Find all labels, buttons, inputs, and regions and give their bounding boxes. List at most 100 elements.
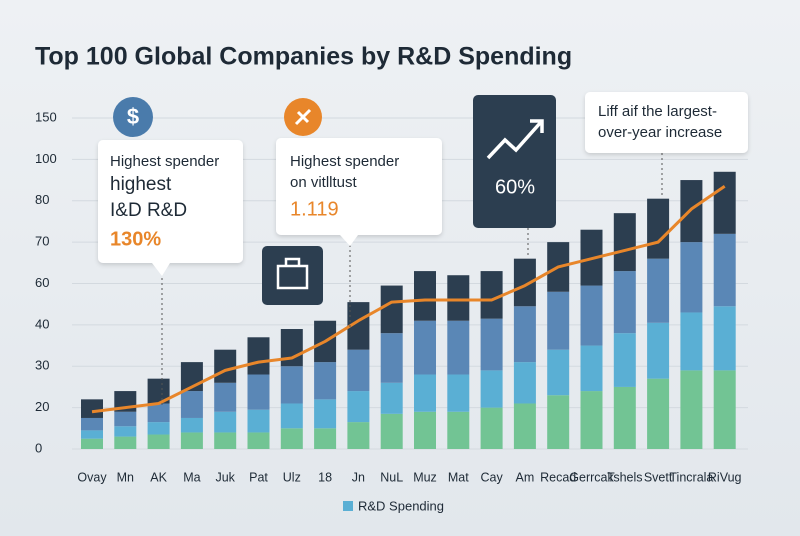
x-tick-label: Ovay	[77, 470, 107, 484]
x-tick-label: Mat	[448, 470, 469, 484]
callouts: $ Highest spender highest I&D R&D 130% H…	[98, 92, 748, 405]
x-tick-label: Pat	[249, 470, 268, 484]
x-tick-label: Tshels	[607, 470, 642, 484]
callout-box	[98, 140, 243, 263]
bar-segment	[347, 422, 370, 449]
callout-value: 1.119	[290, 198, 339, 220]
bar-segment	[414, 320, 436, 375]
y-tick-label: 80	[35, 192, 49, 207]
callout-box	[585, 92, 748, 153]
bar-segment	[513, 306, 536, 363]
bar-segment	[81, 430, 103, 439]
bar-segment	[114, 411, 137, 427]
bar-segment	[547, 395, 570, 449]
callout-text: Highest spender	[110, 153, 219, 170]
x-tick-label: Cay	[480, 470, 503, 484]
x-tick-label: NuL	[380, 470, 403, 484]
bar-segment	[380, 413, 403, 449]
bar-segment	[480, 370, 503, 408]
bar-segment	[613, 386, 636, 449]
bar-segment	[680, 370, 703, 449]
bar-segment	[180, 391, 203, 418]
bar-segment	[447, 320, 470, 375]
callout-value: 130%	[110, 228, 161, 250]
bar-segment	[380, 285, 403, 334]
bar-segment	[81, 399, 103, 418]
bar-segment	[613, 333, 636, 387]
legend-swatch	[343, 501, 353, 511]
bar-segment	[380, 382, 403, 414]
bar-segment	[180, 417, 203, 433]
y-tick-label: 60	[35, 275, 49, 290]
bar-segment	[280, 403, 303, 429]
icon	[113, 97, 153, 137]
x-tick-label: Am	[516, 470, 535, 484]
bar-segment	[647, 378, 670, 449]
y-tick-label: 20	[35, 399, 49, 414]
bar-segment	[247, 337, 270, 375]
y-tick-label: 150	[35, 109, 57, 124]
bar-segment	[347, 349, 370, 392]
x-tick-label: Muz	[413, 470, 437, 484]
bar-segment	[447, 374, 470, 412]
y-tick-label: 30	[35, 358, 49, 373]
bar-segment	[147, 422, 170, 435]
plot: 0 20 30 40 60 70 80 100 150 Ovay Mn AK Ma Juk Pat Ulz 18…	[35, 109, 748, 484]
callout-text: over-year increase	[598, 124, 722, 141]
bar-segment	[513, 362, 536, 404]
bar-segment	[347, 391, 370, 423]
bar-segment	[147, 434, 170, 449]
icon-glyph	[486, 119, 544, 160]
chart-title: Top 100 Global Companies by R&D Spending	[35, 43, 572, 71]
bar-segment	[114, 436, 137, 449]
x-tick-label: Juk	[215, 470, 235, 484]
bar-segment	[214, 411, 237, 433]
legend: R&D Spending	[343, 498, 444, 513]
bar-segment	[314, 428, 337, 449]
bar-segment	[647, 198, 670, 259]
bar-segment	[513, 403, 536, 449]
bar-segment	[180, 432, 203, 449]
bar-segment	[414, 374, 436, 412]
x-tick-label: Recad	[540, 470, 576, 484]
bar-segment	[613, 213, 636, 272]
bar-segment	[547, 291, 570, 350]
bar-segment	[713, 306, 736, 371]
bar-segment	[280, 428, 303, 449]
callout-value: 60%	[495, 176, 535, 198]
bar-segment	[480, 318, 503, 371]
bar-segment	[347, 302, 370, 350]
callout-box	[276, 138, 442, 235]
bar-segment	[114, 426, 137, 437]
bar-segment	[680, 312, 703, 371]
callout-pointer	[340, 235, 358, 246]
bar-segment	[547, 349, 570, 396]
bar-segment	[247, 374, 270, 410]
bar-segment	[580, 345, 603, 392]
bar-segment	[480, 407, 503, 449]
x-tick-label: Jn	[352, 470, 365, 484]
x-tick-label: RiVug	[708, 470, 742, 484]
bar-segment	[713, 370, 736, 449]
bar-segment	[314, 362, 337, 400]
bar-segment	[214, 349, 237, 383]
bar-segment	[447, 275, 470, 321]
bar-segment	[713, 171, 736, 234]
bar-segment	[480, 271, 503, 319]
x-tick-label: Mn	[117, 470, 134, 484]
x-tick-label: Svett	[644, 470, 673, 484]
callout-text: Highest spender	[290, 153, 399, 170]
trend-line	[91, 185, 726, 414]
bar-segment	[280, 366, 303, 404]
bar-segment	[414, 271, 436, 321]
bar-segment	[447, 411, 470, 449]
bar-segment	[414, 411, 436, 449]
bar-segment	[81, 438, 103, 449]
bar-segment	[214, 382, 237, 412]
icon-glyph	[276, 264, 309, 290]
bar-segment	[580, 391, 603, 449]
bar-segment	[647, 322, 670, 379]
